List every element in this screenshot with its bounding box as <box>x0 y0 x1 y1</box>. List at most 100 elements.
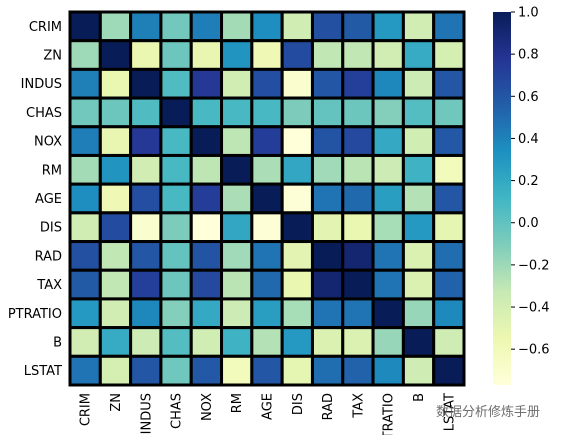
heatmap-cell-dis-rad <box>310 211 345 244</box>
heatmap-cell-chas-crim <box>68 96 102 129</box>
y-tick-label-indus: INDUS <box>21 77 62 92</box>
heatmap-cell-crim-crim <box>68 10 102 43</box>
y-tick-label-crim: CRIM <box>29 20 62 35</box>
heatmap-cell-lstat-b <box>401 354 436 387</box>
heatmap-cell-rm-lstat <box>432 153 466 186</box>
heatmap-cell-indus-indus <box>129 67 163 100</box>
y-tick-label-tax: TAX <box>36 278 62 293</box>
heatmap-cell-zn-rad <box>310 39 345 71</box>
heatmap-cell-lstat-indus <box>129 354 163 387</box>
colorbar-tick-label: −0.2 <box>518 258 550 273</box>
heatmap-cell-age-chas <box>159 182 193 215</box>
heatmap-cell-ptratio-ptratio <box>371 297 405 330</box>
heatmap-cell-crim-lstat <box>432 10 466 43</box>
heatmap-cell-crim-zn <box>98 10 133 43</box>
y-tick-label-rm: RM <box>42 163 62 178</box>
y-tick-label-chas: CHAS <box>26 106 62 121</box>
heatmap-cell-rad-rad <box>310 240 345 272</box>
x-tick-label-indus: INDUS <box>139 393 154 434</box>
heatmap-cell-indus-b <box>401 67 436 100</box>
heatmap-cell-crim-indus <box>129 10 163 43</box>
heatmap-cell-zn-b <box>401 39 436 71</box>
heatmap-cell-indus-ptratio <box>371 67 405 100</box>
heatmap-cell-rm-zn <box>98 153 133 186</box>
heatmap-cell-chas-tax <box>341 96 375 129</box>
heatmap-cell-age-b <box>401 182 436 215</box>
x-tick-label-b: B <box>412 393 427 402</box>
heatmap-cell-zn-age <box>250 39 284 71</box>
heatmap-cell-age-crim <box>68 182 102 215</box>
heatmap-cell-indus-chas <box>159 67 193 100</box>
heatmap-cell-nox-tax <box>341 125 375 157</box>
heatmap-cell-b-age <box>250 326 284 358</box>
y-tick-label-rad: RAD <box>35 249 62 264</box>
heatmap-cell-ptratio-indus <box>129 297 163 330</box>
heatmap-cell-zn-rm <box>220 39 254 71</box>
heatmap-cell-nox-ptratio <box>371 125 405 157</box>
heatmap-cell-dis-rm <box>220 211 254 244</box>
heatmap-cell-rm-dis <box>280 153 314 186</box>
heatmap-cell-ptratio-age <box>250 297 284 330</box>
x-tick-label-dis: DIS <box>291 393 306 415</box>
heatmap-cell-rm-crim <box>68 153 102 186</box>
heatmap-cell-dis-lstat <box>432 211 466 244</box>
y-tick-label-age: AGE <box>35 192 62 207</box>
heatmap-cell-ptratio-zn <box>98 297 133 330</box>
heatmap-cell-dis-age <box>250 211 284 244</box>
heatmap-cell-rm-rad <box>310 153 345 186</box>
heatmap-cell-crim-dis <box>280 10 314 43</box>
heatmap-cell-dis-crim <box>68 211 102 244</box>
heatmap-cell-zn-tax <box>341 39 375 71</box>
heatmap-cell-rad-indus <box>129 240 163 272</box>
heatmap-cell-lstat-crim <box>68 354 102 387</box>
heatmap-cell-chas-lstat <box>432 96 466 129</box>
heatmap-cell-lstat-lstat <box>432 354 466 387</box>
heatmap-cell-lstat-tax <box>341 354 375 387</box>
x-tick-label-zn: ZN <box>109 393 124 412</box>
colorbar-tick-label: −0.6 <box>518 343 550 358</box>
heatmap-cell-ptratio-rm <box>220 297 254 330</box>
heatmap-cell-ptratio-dis <box>280 297 314 330</box>
colorbar-tick-label: 0.2 <box>518 174 539 189</box>
heatmap-cell-b-indus <box>129 326 163 358</box>
x-tick-label-chas: CHAS <box>170 393 185 429</box>
heatmap-cell-b-lstat <box>432 326 466 358</box>
colorbar-tick-label: 0.4 <box>518 132 539 147</box>
colorbar <box>493 12 511 385</box>
heatmap-cell-nox-chas <box>159 125 193 157</box>
heatmap-cell-nox-lstat <box>432 125 466 157</box>
heatmap-cell-crim-age <box>250 10 284 43</box>
heatmap-cell-rad-rm <box>220 240 254 272</box>
heatmap-cell-chas-rm <box>220 96 254 129</box>
heatmap-cell-nox-rad <box>310 125 345 157</box>
heatmap-cell-zn-lstat <box>432 39 466 71</box>
heatmap-cell-tax-crim <box>68 268 102 301</box>
heatmap-cell-lstat-zn <box>98 354 133 387</box>
watermark-text: 数据分析修炼手册 <box>436 405 541 420</box>
y-axis-tick-labels: CRIM ZN INDUS CHAS NOX RM AGE DIS RAD TAX PTRATIO B… <box>8 20 62 379</box>
heatmap-cell-indus-rad <box>310 67 345 100</box>
heatmap-cell-zn-zn <box>98 39 133 71</box>
heatmap-cell-b-ptratio <box>371 326 405 358</box>
x-tick-label-age: AGE <box>261 393 276 420</box>
heatmap-cell-rm-b <box>401 153 436 186</box>
heatmap-cell-nox-age <box>250 125 284 157</box>
heatmap-cell-nox-rm <box>220 125 254 157</box>
x-axis-tick-labels: CRIM ZN INDUS CHAS NOX RM AGE DIS RAD TAX PTRATIO B… <box>79 393 458 435</box>
colorbar-ticks: 1.0 0.8 0.6 0.4 0.2 0.0 −0.2 −0.4 −0.6 <box>511 6 550 358</box>
heatmap-cell-zn-chas <box>159 39 193 71</box>
heatmap-cell-b-dis <box>280 326 314 358</box>
x-tick-label-rm: RM <box>230 393 245 413</box>
heatmap-cell-dis-b <box>401 211 436 244</box>
heatmap-cell-rad-b <box>401 240 436 272</box>
heatmap-cell-dis-nox <box>189 211 224 244</box>
y-tick-label-zn: ZN <box>43 49 62 64</box>
heatmap-cell-crim-chas <box>159 10 193 43</box>
heatmap-cell-chas-rad <box>310 96 345 129</box>
heatmap-cell-dis-ptratio <box>371 211 405 244</box>
heatmap-cell-tax-tax <box>341 268 375 301</box>
heatmap-cell-rad-age <box>250 240 284 272</box>
heatmap-cells <box>68 10 466 387</box>
heatmap-cell-age-rm <box>220 182 254 215</box>
heatmap-cell-b-b <box>401 326 436 358</box>
